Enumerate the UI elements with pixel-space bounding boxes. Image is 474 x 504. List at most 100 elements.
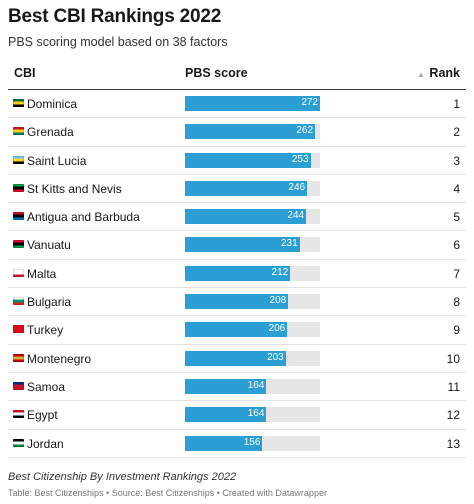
rank-value: 4 bbox=[453, 181, 460, 196]
score-bar: 208 bbox=[185, 294, 289, 310]
country-name: Vanuatu bbox=[27, 238, 71, 253]
rank-value: 13 bbox=[446, 436, 460, 451]
score-bar: 262 bbox=[185, 124, 316, 140]
table-row: Dominica 272 1 bbox=[8, 90, 466, 119]
rank-value: 6 bbox=[453, 238, 460, 253]
score-bar-track: 231 bbox=[185, 237, 320, 253]
score-bar-track: 262 bbox=[185, 124, 320, 140]
score-bar-track: 206 bbox=[185, 322, 320, 338]
table-row: Saint Lucia 253 3 bbox=[8, 147, 466, 175]
rank-value: 8 bbox=[453, 295, 460, 310]
score-bar-track: 244 bbox=[185, 209, 320, 225]
score-value: 262 bbox=[296, 125, 314, 137]
jordan-flag-icon bbox=[13, 438, 24, 447]
score-value: 164 bbox=[247, 379, 265, 391]
score-bar: 253 bbox=[185, 152, 311, 168]
score-bar: 206 bbox=[185, 322, 288, 338]
country-name: Bulgaria bbox=[27, 295, 72, 310]
rank-value: 1 bbox=[453, 97, 460, 111]
footer-note: Best Citizenship By Investment Rankings … bbox=[8, 471, 237, 483]
rank-value: 10 bbox=[446, 351, 460, 366]
table-row: Egypt 164 12 bbox=[8, 401, 466, 430]
dominica-flag-icon bbox=[13, 99, 24, 107]
score-value: 231 bbox=[280, 238, 298, 250]
grenada-flag-icon bbox=[13, 127, 24, 136]
country-name: Montenegro bbox=[27, 351, 92, 366]
egypt-flag-icon bbox=[13, 410, 24, 419]
table-row: Vanuatu 231 6 bbox=[8, 231, 466, 260]
montenegro-flag-icon bbox=[13, 353, 24, 362]
country-name: Dominica bbox=[27, 97, 78, 111]
table-row: Turkey 206 9 bbox=[8, 316, 466, 345]
table-row: Grenada 262 2 bbox=[8, 118, 466, 147]
score-value: 206 bbox=[268, 323, 286, 335]
country-name: Grenada bbox=[27, 125, 74, 140]
table-row: St Kitts and Nevis 246 4 bbox=[8, 175, 466, 204]
sort-ascending-icon[interactable]: ▲ bbox=[417, 70, 425, 79]
rank-value: 11 bbox=[447, 379, 460, 394]
score-value: 164 bbox=[247, 408, 265, 420]
table-row: Samoa 164 11 bbox=[8, 373, 466, 402]
column-header-cbi[interactable]: CBI bbox=[14, 66, 36, 80]
rank-value: 7 bbox=[453, 266, 460, 281]
bulgaria-flag-icon bbox=[13, 297, 24, 306]
score-bar: 212 bbox=[185, 265, 291, 281]
score-value: 208 bbox=[269, 295, 287, 307]
malta-flag-icon bbox=[13, 268, 24, 277]
header-divider bbox=[8, 89, 466, 90]
score-bar-track: 253 bbox=[185, 152, 320, 168]
antigua-flag-icon bbox=[13, 212, 24, 221]
score-bar: 244 bbox=[185, 209, 307, 225]
country-name: Samoa bbox=[27, 379, 66, 394]
score-value: 212 bbox=[271, 266, 289, 278]
country-name: Saint Lucia bbox=[27, 153, 87, 168]
column-header-rank[interactable]: Rank bbox=[429, 66, 460, 80]
score-bar: 164 bbox=[185, 407, 267, 423]
score-bar: 164 bbox=[185, 378, 267, 394]
footer-source: Table: Best Citizenships • Source: Best … bbox=[8, 488, 327, 498]
rank-value: 2 bbox=[453, 125, 460, 140]
score-bar: 246 bbox=[185, 180, 308, 196]
column-header-score[interactable]: PBS score bbox=[185, 66, 248, 80]
rank-value: 9 bbox=[453, 323, 460, 338]
vanuatu-flag-icon bbox=[13, 240, 24, 249]
score-bar: 203 bbox=[185, 350, 286, 366]
score-bar: 272 bbox=[185, 96, 320, 111]
country-name: Turkey bbox=[27, 323, 64, 338]
score-bar-track: 164 bbox=[185, 407, 320, 423]
rank-value: 12 bbox=[446, 408, 460, 423]
saint-lucia-flag-icon bbox=[13, 155, 24, 164]
country-name: Jordan bbox=[27, 436, 64, 451]
table-body: Dominica 272 1 Grenada 262 2 Saint Lucia 253 3 St… bbox=[8, 90, 466, 458]
score-bar: 231 bbox=[185, 237, 300, 253]
country-name: Antigua and Barbuda bbox=[27, 210, 140, 225]
score-bar-track: 246 bbox=[185, 180, 320, 196]
score-bar: 156 bbox=[185, 435, 263, 451]
chart-subtitle: PBS scoring model based on 38 factors bbox=[8, 35, 228, 49]
score-value: 244 bbox=[287, 210, 305, 222]
chart-title: Best CBI Rankings 2022 bbox=[8, 6, 222, 27]
score-value: 246 bbox=[288, 181, 306, 193]
table-row: Montenegro 203 10 bbox=[8, 345, 466, 373]
score-value: 272 bbox=[301, 97, 318, 108]
rank-value: 5 bbox=[453, 210, 460, 225]
score-value: 156 bbox=[243, 436, 261, 448]
score-value: 203 bbox=[267, 351, 284, 363]
score-bar-track: 208 bbox=[185, 294, 320, 310]
table-row: Antigua and Barbuda 244 5 bbox=[8, 203, 466, 232]
country-name: St Kitts and Nevis bbox=[27, 181, 122, 196]
score-bar-track: 164 bbox=[185, 378, 320, 394]
st-kitts-flag-icon bbox=[13, 183, 24, 192]
score-bar-track: 203 bbox=[185, 350, 320, 366]
samoa-flag-icon bbox=[13, 381, 24, 390]
table-row: Jordan 156 13 bbox=[8, 430, 466, 458]
table-row: Malta 212 7 bbox=[8, 260, 466, 289]
score-bar-track: 212 bbox=[185, 265, 320, 281]
score-bar-track: 272 bbox=[185, 96, 320, 111]
country-name: Egypt bbox=[27, 408, 58, 423]
score-value: 253 bbox=[291, 153, 309, 165]
country-name: Malta bbox=[27, 266, 57, 281]
table-row: Bulgaria 208 8 bbox=[8, 288, 466, 317]
turkey-flag-icon bbox=[13, 325, 24, 334]
